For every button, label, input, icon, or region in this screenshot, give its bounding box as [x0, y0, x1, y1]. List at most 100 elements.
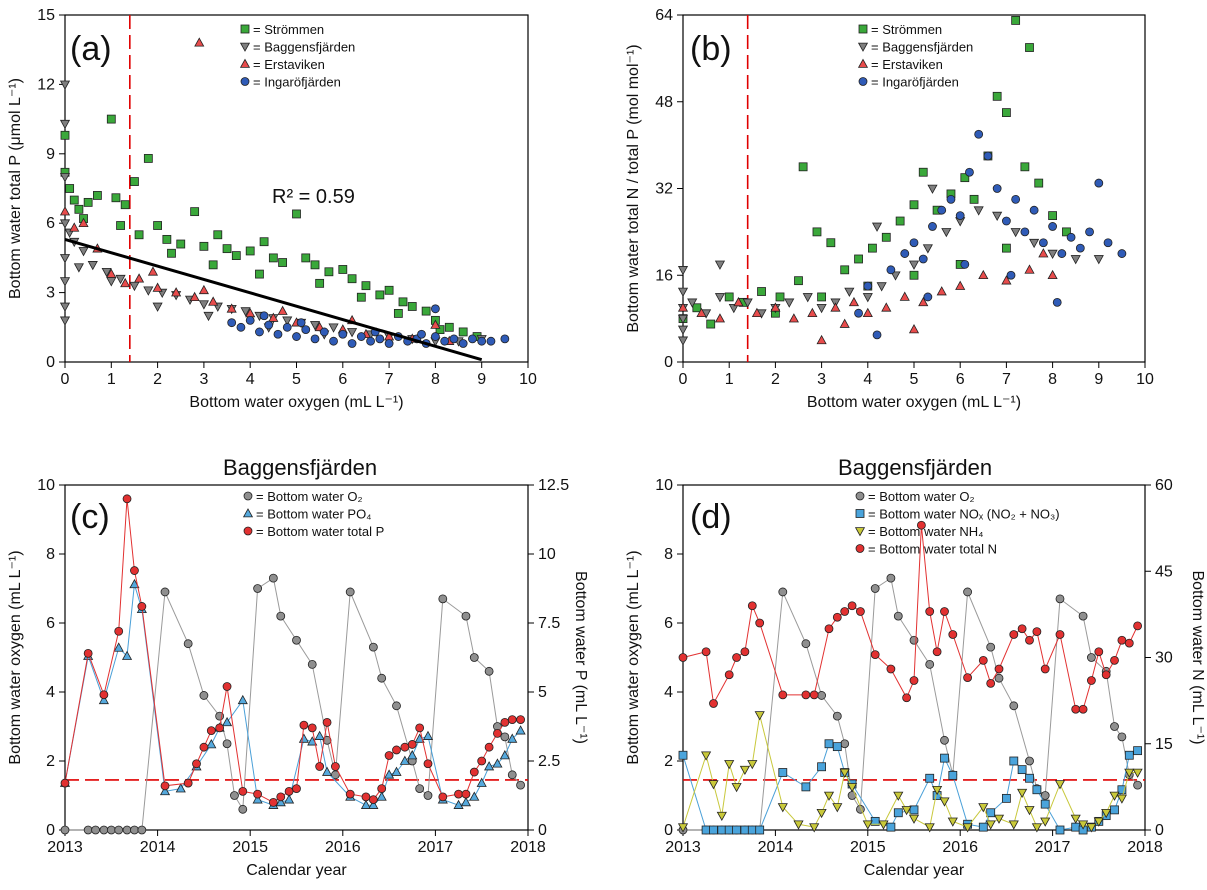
- panel-d-point-Bottom water NOₓ (NO₂ + NO₃): [1032, 785, 1042, 795]
- panel-b-point-Baggensfjärden: [714, 260, 726, 270]
- panel-b-point-Baggensfjärden: [1010, 228, 1021, 238]
- panel-b-point-Ingaröfjärden: [1066, 232, 1076, 242]
- panel-d-ytick-right-label: 15: [1155, 736, 1173, 753]
- panel-d-title: Baggensfjärden: [838, 455, 992, 480]
- panel-a-ytick-label: 9: [46, 146, 55, 163]
- panel-a-point-Ingaröfjärden: [329, 336, 338, 346]
- panel-a-point-Ingaröfjärden: [449, 334, 459, 344]
- panel-a-xtick-label: 0: [61, 371, 70, 388]
- panel-d-timeseries: 2013 2014 2015 2016 2017 20180246810015304560…: [625, 477, 1206, 879]
- panel-a-point-Baggensfjärden: [152, 302, 163, 312]
- panel-a-point-Ingaröfjärden: [417, 329, 426, 339]
- panel-a-point-Baggensfjärden: [282, 316, 293, 326]
- panel-c-point-Bottom water O₂: [122, 825, 132, 835]
- panel-a-ytick-label: 6: [46, 215, 55, 232]
- panel-d-point-Bottom water NH₄: [1093, 817, 1104, 827]
- panel-b-point-Erstaviken: [955, 280, 966, 290]
- panel-d-point-Bottom water O₂: [1117, 732, 1127, 742]
- panel-d-legend-label: = Bottom water total N: [868, 542, 997, 557]
- panel-d-point-Bottom water NH₄: [816, 808, 827, 819]
- panel-b-point-Ingaröfjärden: [928, 222, 937, 231]
- panel-c-point-Bottom water PO₄: [121, 650, 133, 660]
- panel-c-point-Bottom water total P: [268, 798, 278, 807]
- panel-a-point-Baggensfjärden: [59, 219, 71, 229]
- panel-c-point-Bottom water PO₄: [484, 761, 495, 771]
- panel-d-point-Bottom water NOₓ (NO₂ + NO₃): [1002, 793, 1011, 803]
- panel-a-point-Ingaröfjärden: [255, 327, 264, 337]
- panel-a-point-Erstaviken: [194, 37, 205, 47]
- panel-b-xtick-label: 8: [1048, 371, 1057, 388]
- panel-a-xtick-label: 7: [385, 371, 394, 388]
- panel-c-point-Bottom water O₂: [368, 642, 378, 652]
- panel-d-legend-marker: [855, 509, 865, 518]
- panel-b-point-Strömmen: [812, 227, 822, 237]
- panel-d-legend-marker: [855, 544, 865, 553]
- panel-b-point-Ingaröfjärden: [974, 129, 984, 139]
- panel-c-point-Bottom water total P: [368, 795, 378, 805]
- panel-b-point-Strömmen: [992, 91, 1002, 101]
- panel-a-point-Strömmen: [231, 251, 241, 260]
- panel-d-point-Bottom water NH₄: [1086, 823, 1097, 833]
- panel-b-point-Ingaröfjärden: [1006, 270, 1016, 280]
- panel-c-point-Bottom water PO₄: [360, 799, 372, 809]
- panel-d-point-Bottom water NOₓ (NO₂ + NO₃): [724, 825, 734, 835]
- panel-d-point-Bottom water total N: [832, 612, 842, 622]
- panel-c-ylabel-left: Bottom water oxygen (mL L⁻¹): [7, 550, 24, 764]
- panel-d-point-Bottom water NH₄: [747, 760, 758, 770]
- panel-c-xlabel: Calendar year: [246, 862, 347, 879]
- panel-a-point-Strömmen: [458, 327, 468, 337]
- panel-b-point-Baggensfjärden: [844, 287, 855, 297]
- panel-a-point-Ingaröfjärden: [477, 336, 487, 346]
- panel-c-ytick-right-label: 5: [538, 684, 547, 701]
- panel-a-point-Erstaviken: [152, 282, 163, 292]
- panel-c-point-Bottom water total P: [461, 789, 471, 799]
- panel-a-point-Ingaröfjärden: [468, 334, 477, 344]
- panel-d-point-Bottom water NH₄: [1109, 791, 1120, 801]
- panel-b-legend-marker: [858, 77, 868, 86]
- panel-d-point-Bottom water NH₄: [893, 791, 904, 801]
- panel-d-point-Bottom water total N: [1017, 624, 1027, 634]
- panel-c-point-Bottom water total P: [215, 723, 225, 733]
- panel-a-point-Strömmen: [301, 253, 311, 263]
- panel-b-point-Baggensfjärden: [742, 298, 753, 308]
- panel-b-xlabel: Bottom water oxygen (mL L⁻¹): [807, 394, 1021, 411]
- panel-c-point-Bottom water O₂: [238, 804, 248, 814]
- panel-a-point-Baggensfjärden: [240, 307, 251, 317]
- panel-b-point-Ingaröfjärden: [937, 205, 947, 215]
- panel-d-point-Bottom water total N: [678, 653, 688, 662]
- panel-c-point-Bottom water PO₄: [284, 794, 295, 804]
- panel-a-series-Strömmen: [60, 114, 482, 341]
- panel-a-point-Strömmen: [167, 248, 176, 258]
- panel-d-ytick-right-label: 0: [1155, 822, 1164, 839]
- panel-d-series-Bottom water total N: [678, 520, 1143, 714]
- panel-a-point-Ingaröfjärden: [227, 318, 237, 328]
- panel-b-point-Strömmen: [909, 270, 919, 280]
- panel-a-point-Ingaröfjärden: [236, 322, 246, 332]
- panel-c-point-Bottom water O₂: [60, 825, 70, 835]
- panel-b-xtick-label: 3: [817, 371, 826, 388]
- panel-c-point-Bottom water total P: [438, 792, 448, 802]
- panel-c-ytick-right-label: 7.5: [538, 615, 560, 632]
- panel-b-ytick-label: 48: [655, 94, 673, 111]
- panel-d-point-Bottom water O₂: [886, 573, 896, 583]
- panel-b-point-Strömmen: [775, 292, 785, 302]
- panel-d-point-Bottom water total N: [1087, 676, 1096, 685]
- panel-b-point-Strömmen: [854, 254, 863, 264]
- panel-c-ytick-right-label: 0: [538, 822, 547, 839]
- panel-a-ytick-label: 0: [46, 354, 55, 371]
- panel-a-point-Erstaviken: [208, 296, 219, 306]
- panel-b-ytick-label: 32: [655, 181, 673, 198]
- panel-b-point-Strömmen: [798, 162, 808, 172]
- panel-d-point-Bottom water NH₄: [1040, 817, 1051, 827]
- panel-c-legend-marker: [243, 526, 253, 536]
- panel-d-ytick-label: 2: [664, 753, 673, 770]
- panel-a-point-Strömmen: [384, 285, 394, 295]
- panel-a-point-Strömmen: [199, 241, 209, 251]
- panel-c-ytick-label: 2: [46, 753, 55, 770]
- panel-b-point-Baggensfjärden: [677, 325, 689, 335]
- panel-d-point-Bottom water NH₄: [901, 806, 912, 816]
- panel-a-point-Strömmen: [245, 246, 255, 256]
- panel-b-point-Strömmen: [918, 167, 928, 177]
- panel-c-point-Bottom water PO₄: [469, 791, 480, 801]
- panel-c-point-Bottom water total P: [307, 723, 317, 733]
